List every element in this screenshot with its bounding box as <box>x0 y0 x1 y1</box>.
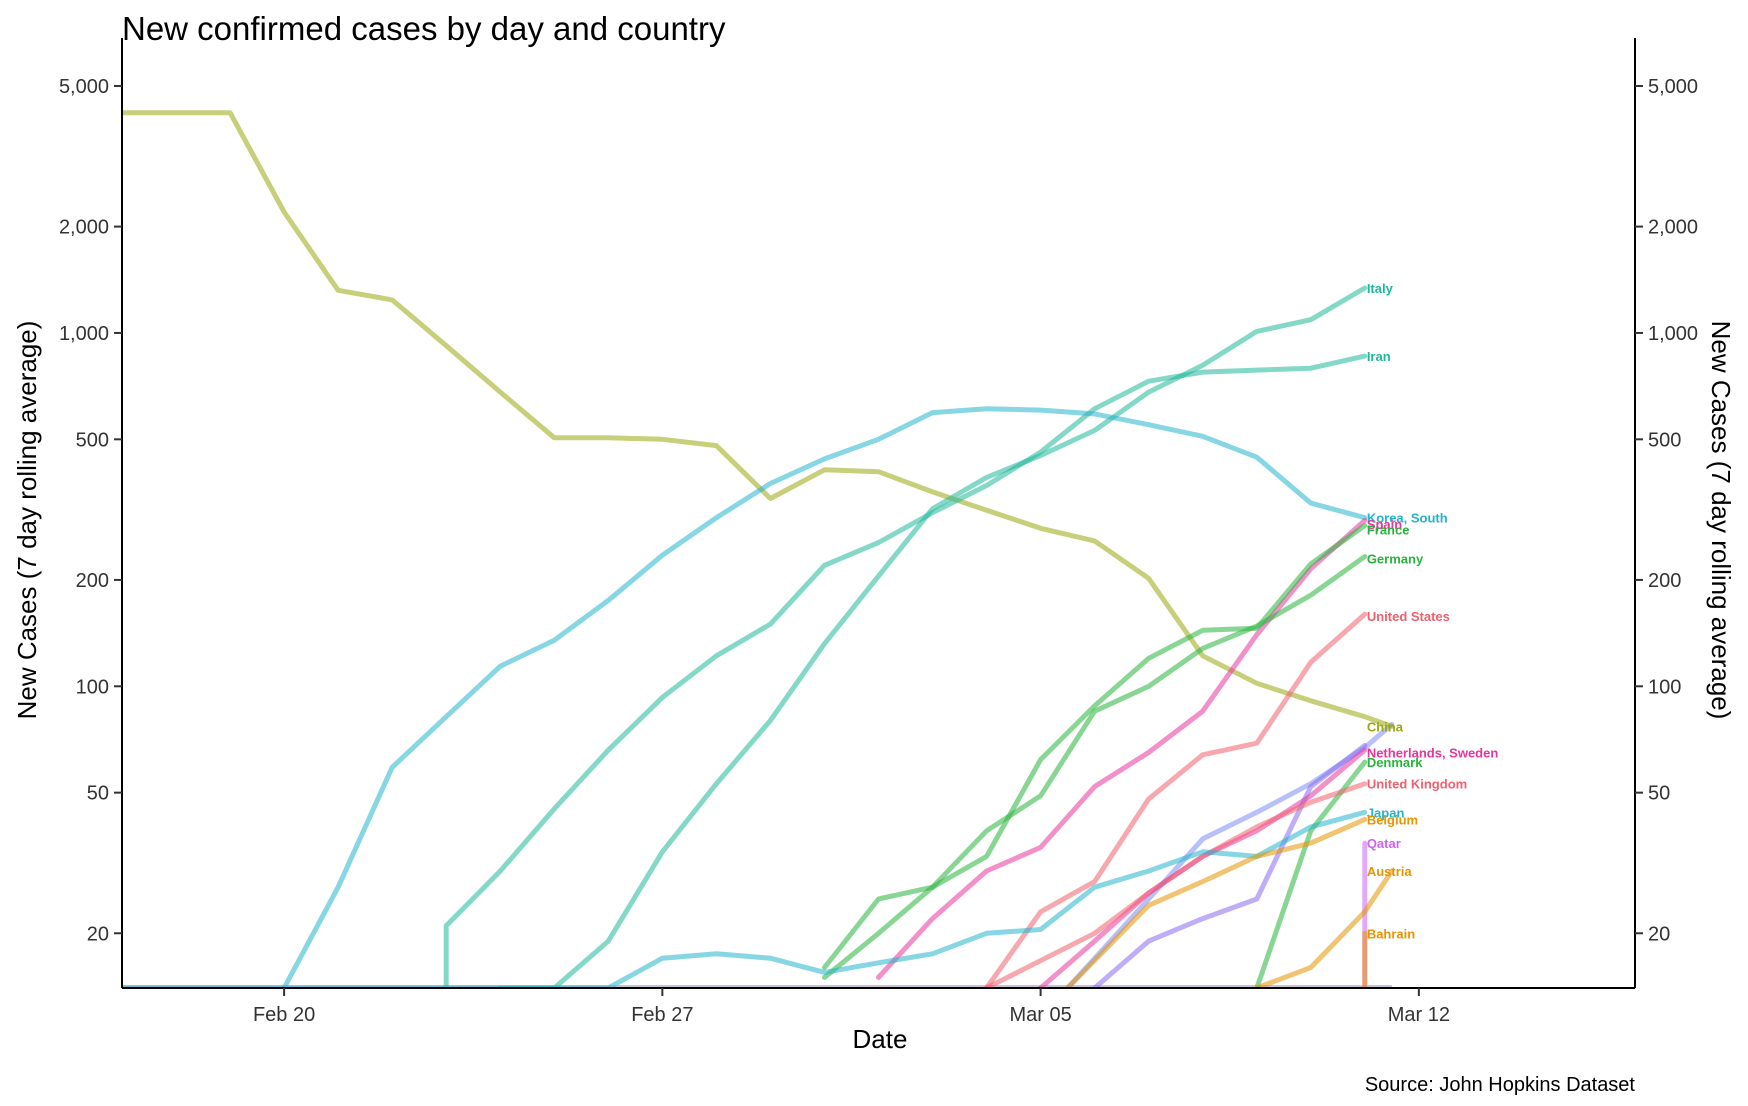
series-line-austria <box>1254 868 1395 988</box>
series-label-japan: Japan <box>1367 805 1405 820</box>
series-line-italy <box>497 285 1368 988</box>
series-label-france: France <box>1367 522 1410 537</box>
series-label-belgium: Belgium <box>1367 812 1418 827</box>
series-label-china: China <box>1367 719 1404 734</box>
series-line-china <box>122 110 1395 729</box>
y-tick-label-right: 500 <box>1648 429 1681 451</box>
series-label-bahrain: Bahrain <box>1367 926 1415 941</box>
series-line-netherlands-sweden <box>1038 747 1368 988</box>
source-caption: Source: John Hopkins Dataset <box>1365 1074 1636 1096</box>
series-line-iran <box>443 353 1368 988</box>
y-tick-label-left: 200 <box>76 570 109 592</box>
series-label-italy: Italy <box>1367 281 1394 296</box>
y-tick-label-right: 1,000 <box>1648 323 1698 345</box>
series-line-belgium <box>1065 816 1368 988</box>
y-tick-label-left: 20 <box>87 923 109 945</box>
x-tick-label: Mar 05 <box>1009 1004 1071 1026</box>
x-tick-label: Mar 12 <box>1388 1004 1450 1026</box>
series-line-spain <box>876 517 1368 980</box>
y-tick-label-right: 20 <box>1648 923 1670 945</box>
axes: 20 20 50 50 100 100 200 200 500 500 1,000 1,000 2,00… <box>59 38 1698 1026</box>
series-label-united-kingdom: United Kingdom <box>1367 777 1467 792</box>
y-tick-label-right: 50 <box>1648 783 1670 805</box>
series-line-denmark <box>1254 759 1368 988</box>
series-line-japan <box>122 809 1368 988</box>
y-tick-label-right: 200 <box>1648 570 1681 592</box>
series-label-germany: Germany <box>1367 551 1424 566</box>
series-label-spain: Spain <box>1367 517 1402 532</box>
series-label-austria: Austria <box>1367 864 1413 879</box>
y-tick-label-left: 100 <box>76 676 109 698</box>
y-tick-label-left: 5,000 <box>59 76 109 98</box>
y-tick-label-left: 50 <box>87 783 109 805</box>
x-axis-title: Date <box>853 1024 908 1054</box>
series-label-iran: Iran <box>1367 349 1391 364</box>
series-line-united-kingdom <box>984 781 1368 988</box>
series-label-netherlands-sweden: Netherlands, Sweden <box>1367 745 1499 760</box>
series-line-extra-1 <box>1092 743 1368 988</box>
series-line-united-states <box>984 611 1368 988</box>
y-axis-title: New Cases (7 day rolling average) <box>12 321 42 720</box>
series-label-united-states: United States <box>1367 609 1450 624</box>
series-label-denmark: Denmark <box>1367 755 1423 770</box>
series-line-france <box>822 523 1368 970</box>
y-tick-label-right: 2,000 <box>1648 217 1698 239</box>
series-line-germany <box>822 554 1368 980</box>
x-tick-label: Feb 27 <box>631 1004 693 1026</box>
x-tick-label: Feb 20 <box>253 1004 315 1026</box>
y-tick-label-left: 500 <box>76 429 109 451</box>
series-label-korea-south: Korea, South <box>1367 511 1448 526</box>
y-axis-title-right: New Cases (7 day rolling average) <box>1706 321 1736 720</box>
series-label-qatar: Qatar <box>1367 836 1401 851</box>
chart-title: New confirmed cases by day and country <box>122 10 726 47</box>
series-line-korea-south <box>281 406 1368 988</box>
y-tick-label-right: 5,000 <box>1648 76 1698 98</box>
y-tick-label-left: 1,000 <box>59 323 109 345</box>
y-tick-label-left: 2,000 <box>59 217 109 239</box>
y-tick-label-right: 100 <box>1648 676 1681 698</box>
